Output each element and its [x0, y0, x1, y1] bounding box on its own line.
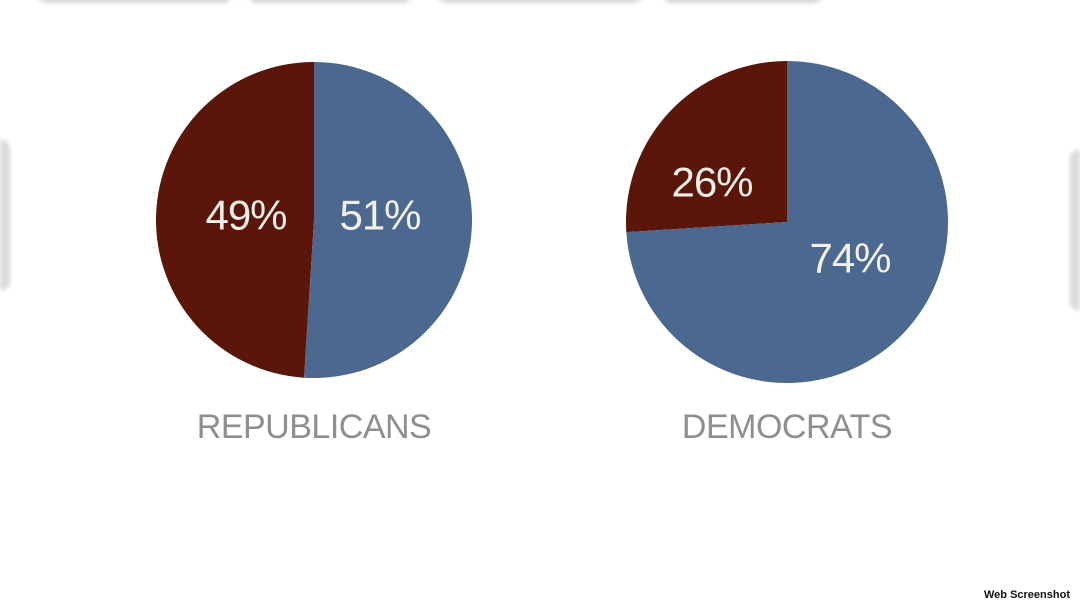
pie-republicans-label: REPUBLICANS	[197, 408, 431, 446]
pie-republicans: REPUBLICANS 51% 49%	[155, 62, 472, 446]
pie-democrats: DEMOCRATS 74% 26%	[626, 61, 948, 446]
pie-republicans-slice-51	[304, 62, 472, 378]
pie-democrats-slice-label-74: 74%	[809, 235, 890, 282]
pie-democrats-label: DEMOCRATS	[682, 408, 892, 446]
pie-republicans-slice-label-49: 49%	[205, 192, 286, 239]
cropped-right-edge	[1070, 150, 1080, 310]
pie-democrats-slice-label-26: 26%	[671, 159, 752, 206]
pie-democrats-slice-26	[626, 61, 787, 233]
pie-republicans-slice-49	[155, 62, 314, 378]
pie-republicans-slice-label-51: 51%	[339, 192, 420, 239]
watermark-badge: Web Screenshot	[976, 585, 1078, 606]
cropped-title-fragment	[40, 0, 820, 4]
pie-democrats-slice-74	[626, 61, 948, 383]
cropped-left-edge	[0, 140, 10, 290]
